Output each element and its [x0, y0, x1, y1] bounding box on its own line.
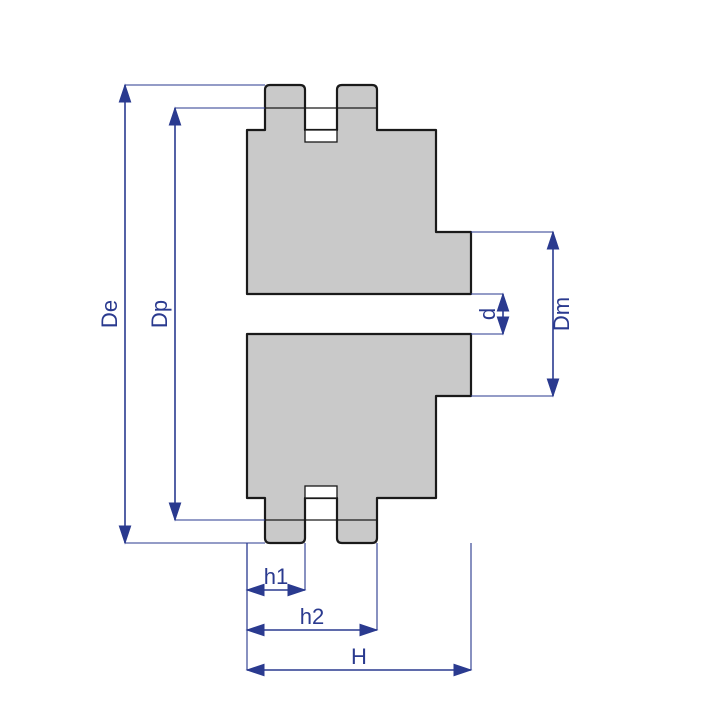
dim-label-De: De — [97, 300, 122, 328]
dim-label-Dm: Dm — [549, 297, 574, 331]
dim-label-h1: h1 — [264, 564, 288, 589]
dim-label-h2: h2 — [300, 604, 324, 629]
dim-label-d: d — [475, 308, 500, 320]
part-outline — [247, 85, 471, 543]
dim-label-Dp: Dp — [147, 300, 172, 328]
sprocket-cross-section — [247, 85, 471, 543]
dim-label-H: H — [351, 644, 367, 669]
